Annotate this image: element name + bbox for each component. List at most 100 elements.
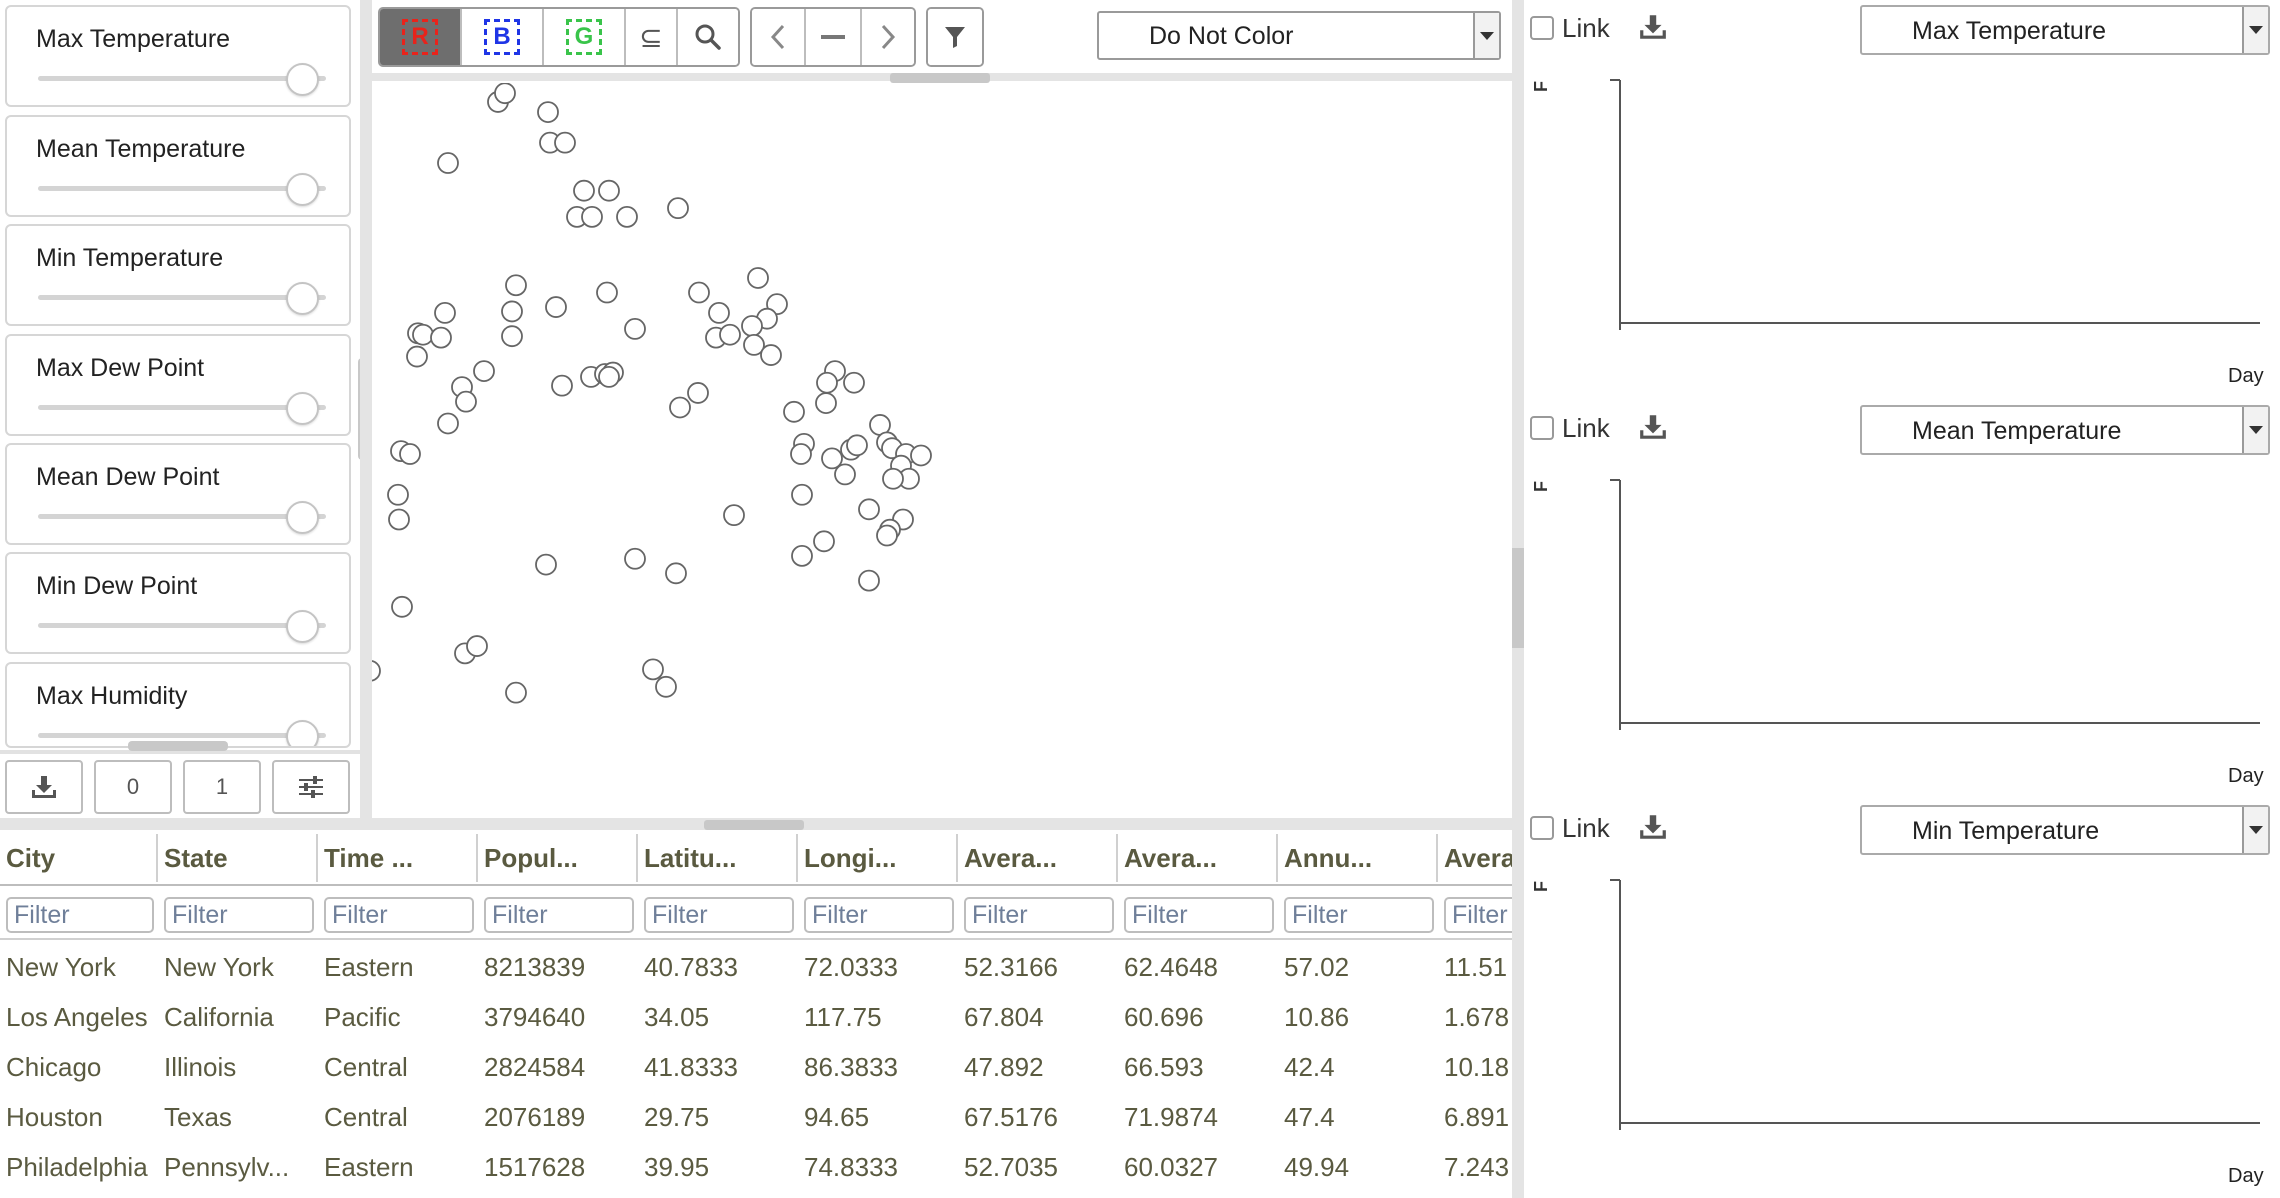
- column-filter-input[interactable]: [6, 897, 154, 933]
- download-icon[interactable]: [1638, 412, 1668, 442]
- link-label[interactable]: Link: [1562, 813, 1610, 843]
- scatter-point[interactable]: [466, 635, 488, 657]
- scatter-point[interactable]: [501, 325, 523, 348]
- column-header[interactable]: Latitu...: [638, 834, 798, 882]
- scatter-point[interactable]: [760, 344, 782, 366]
- slider-track[interactable]: [38, 295, 326, 300]
- slider-handle[interactable]: [286, 720, 319, 746]
- scatter-point[interactable]: [545, 296, 567, 318]
- link-label[interactable]: Link: [1562, 413, 1610, 443]
- column-header[interactable]: Avera: [1438, 834, 1512, 882]
- scatter-point[interactable]: [598, 179, 620, 202]
- scatter-svg[interactable]: [372, 83, 1512, 818]
- scatter-point[interactable]: [723, 504, 745, 527]
- scatter-point[interactable]: [719, 323, 741, 346]
- column-filter-input[interactable]: [1444, 897, 1512, 933]
- scatter-point[interactable]: [581, 205, 603, 228]
- scatter-point[interactable]: [388, 508, 410, 531]
- scatter-point[interactable]: [598, 366, 620, 388]
- scatter-point[interactable]: [494, 83, 516, 105]
- download-icon[interactable]: [1638, 812, 1668, 842]
- slider-track[interactable]: [38, 186, 326, 191]
- download-button[interactable]: [5, 760, 83, 814]
- scatter-point[interactable]: [816, 371, 838, 394]
- subset-button[interactable]: ⊆: [626, 9, 678, 65]
- column-filter-input[interactable]: [324, 897, 474, 933]
- table-row[interactable]: Houston Texas Central 2076189 29.75 94.65 67.5…: [0, 1096, 1512, 1142]
- slider-track[interactable]: [38, 76, 326, 81]
- scatter-point[interactable]: [624, 547, 646, 570]
- set-zero-button[interactable]: 0: [94, 760, 172, 814]
- scatter-point[interactable]: [858, 569, 880, 592]
- column-filter-input[interactable]: [164, 897, 314, 933]
- scatter-point[interactable]: [791, 483, 813, 506]
- slider-handle[interactable]: [286, 610, 319, 643]
- scatter-point[interactable]: [537, 101, 559, 124]
- scatter-point[interactable]: [858, 498, 880, 521]
- blue-brush-button[interactable]: B: [462, 9, 544, 65]
- red-brush-button[interactable]: R: [380, 9, 462, 65]
- scatter-point[interactable]: [437, 412, 459, 435]
- scatter-point[interactable]: [434, 301, 456, 324]
- link-checkbox[interactable]: [1530, 416, 1554, 440]
- scatter-point[interactable]: [372, 660, 381, 682]
- scatter-point[interactable]: [406, 345, 428, 368]
- column-filter-input[interactable]: [1284, 897, 1434, 933]
- slider-handle[interactable]: [286, 501, 319, 534]
- scatter-plot[interactable]: [372, 83, 1512, 818]
- table-row[interactable]: Chicago Illinois Central 2824584 41.8333 86.3…: [0, 1046, 1512, 1092]
- scatter-point[interactable]: [790, 443, 812, 465]
- slider-track[interactable]: [38, 514, 326, 519]
- scatter-point[interactable]: [430, 326, 452, 349]
- slider-panel-resize-handle[interactable]: [128, 741, 228, 751]
- next-button[interactable]: [862, 9, 914, 65]
- scatter-point[interactable]: [624, 317, 646, 340]
- column-header[interactable]: Longi...: [798, 834, 958, 882]
- scatter-point[interactable]: [505, 274, 527, 297]
- reset-button[interactable]: [806, 9, 862, 65]
- scatter-point[interactable]: [667, 197, 689, 220]
- table-row[interactable]: Philadelphia Pennsylv... Eastern 1517628 39.…: [0, 1146, 1512, 1192]
- column-header[interactable]: Popul...: [478, 834, 638, 882]
- scatter-point[interactable]: [399, 443, 421, 465]
- scatter-point[interactable]: [412, 323, 434, 346]
- scatter-point[interactable]: [665, 562, 687, 585]
- scatter-point[interactable]: [688, 281, 710, 304]
- scatter-point[interactable]: [876, 524, 898, 547]
- scatter-point[interactable]: [387, 483, 409, 506]
- scatter-point[interactable]: [834, 463, 856, 486]
- scatter-point[interactable]: [391, 595, 413, 618]
- scatter-point[interactable]: [783, 400, 805, 423]
- scatter-point[interactable]: [846, 434, 868, 457]
- scatter-point[interactable]: [882, 467, 904, 490]
- column-header[interactable]: Avera...: [958, 834, 1118, 882]
- column-header[interactable]: City: [0, 834, 158, 882]
- scatter-point[interactable]: [535, 553, 557, 576]
- slider-track[interactable]: [38, 405, 326, 410]
- scatter-point[interactable]: [642, 658, 664, 681]
- variable-select[interactable]: Mean Temperature: [1860, 405, 2270, 455]
- scatter-point[interactable]: [743, 333, 765, 356]
- slider-handle[interactable]: [286, 282, 319, 315]
- scatter-point[interactable]: [815, 392, 837, 415]
- time-series-chart[interactable]: [1560, 870, 2260, 1130]
- previous-button[interactable]: [752, 9, 806, 65]
- scatter-point[interactable]: [554, 131, 576, 154]
- slider-track[interactable]: [38, 733, 326, 738]
- table-row[interactable]: Los Angeles California Pacific 3794640 34.05…: [0, 996, 1512, 1042]
- scatter-point[interactable]: [455, 390, 477, 413]
- settings-button[interactable]: [272, 760, 350, 814]
- column-header[interactable]: Annu...: [1278, 834, 1438, 882]
- scatter-point[interactable]: [473, 360, 495, 382]
- column-header[interactable]: State: [158, 834, 318, 882]
- zoom-button[interactable]: [678, 9, 738, 65]
- time-series-chart[interactable]: [1560, 70, 2260, 330]
- column-filter-input[interactable]: [804, 897, 954, 933]
- toolbar-resize-handle[interactable]: [890, 73, 990, 83]
- column-filter-input[interactable]: [484, 897, 634, 933]
- column-header[interactable]: Avera...: [1118, 834, 1278, 882]
- column-header[interactable]: Time ...: [318, 834, 478, 882]
- scatter-point[interactable]: [616, 205, 638, 228]
- scatter-point[interactable]: [821, 447, 843, 470]
- scatter-point[interactable]: [910, 444, 932, 467]
